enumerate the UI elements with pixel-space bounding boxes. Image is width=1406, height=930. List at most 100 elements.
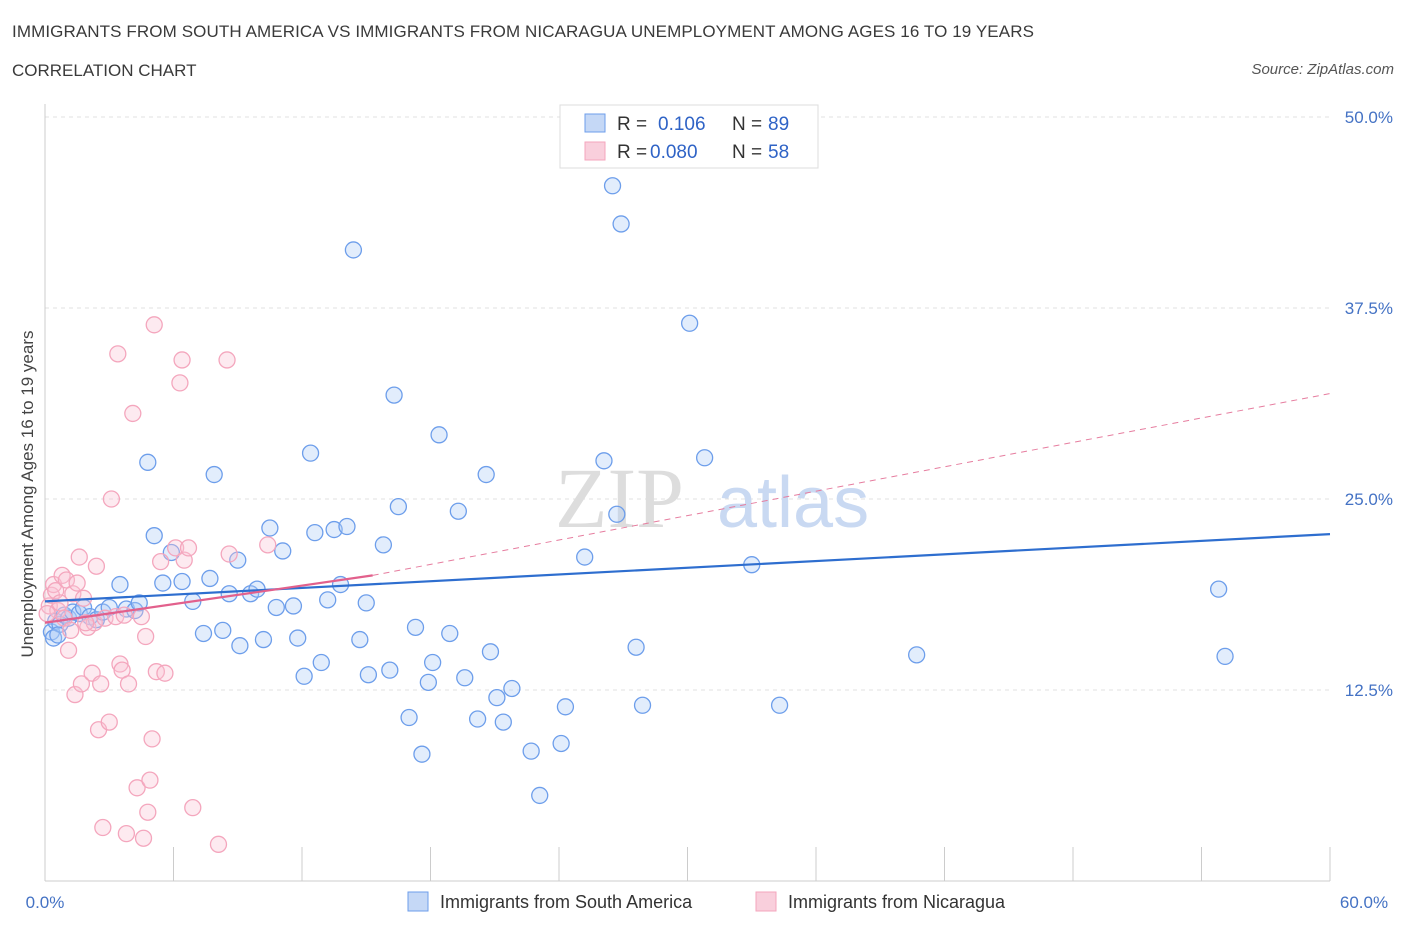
legend-r-value-2: 0.080	[650, 142, 698, 163]
bottom-legend-swatch-south-america	[407, 891, 429, 912]
x-tick-label-min: 0.0%	[26, 893, 65, 912]
point-south-america	[173, 572, 191, 591]
point-south-america	[608, 505, 626, 523]
point-nicaragua	[102, 490, 121, 508]
point-south-america	[344, 241, 363, 259]
point-south-america	[423, 653, 442, 672]
point-south-america	[576, 548, 594, 566]
watermark: ZIP atlas	[555, 450, 869, 546]
y-axis-tick-labels: 12.5% 25.0% 37.5% 50.0%	[1345, 108, 1393, 700]
point-south-america	[695, 449, 714, 467]
bottom-legend-swatch-nicaragua	[755, 891, 777, 912]
point-nicaragua	[220, 545, 238, 563]
point-south-america	[522, 742, 540, 760]
point-south-america	[406, 618, 425, 637]
point-nicaragua	[134, 829, 153, 847]
point-south-america	[201, 569, 219, 588]
point-south-america	[400, 708, 418, 727]
point-south-america	[1209, 580, 1228, 598]
point-south-america	[488, 688, 506, 707]
chart-subtitle: CORRELATION CHART	[12, 61, 197, 80]
point-south-america	[389, 497, 408, 516]
point-nicaragua	[100, 713, 118, 731]
point-south-america	[556, 698, 575, 716]
point-south-america	[494, 713, 512, 731]
point-south-america	[289, 629, 307, 647]
point-south-america	[595, 452, 613, 470]
bottom-legend-label-south-america: Immigrants from South America	[440, 892, 693, 912]
axes	[44, 104, 1330, 882]
point-south-america	[441, 624, 459, 643]
point-south-america	[338, 517, 356, 536]
point-south-america	[267, 598, 285, 617]
point-nicaragua	[139, 803, 157, 821]
point-south-america	[284, 597, 303, 615]
point-south-america	[419, 673, 438, 692]
point-nicaragua	[59, 641, 78, 659]
point-south-america	[130, 594, 148, 612]
point-south-america	[503, 679, 521, 698]
point-nicaragua	[72, 675, 91, 693]
point-south-america	[139, 453, 157, 471]
point-south-america	[319, 591, 337, 609]
legend: R = 0.106 N = 89 R = 0.080 N = 58	[559, 104, 819, 169]
point-nicaragua	[173, 351, 191, 369]
point-nicaragua	[209, 835, 228, 853]
point-nicaragua	[147, 663, 166, 681]
point-nicaragua	[151, 552, 170, 571]
point-south-america	[254, 630, 273, 649]
grid-lines	[45, 116, 1330, 691]
point-south-america	[100, 598, 118, 617]
point-south-america	[1216, 647, 1234, 666]
point-south-america	[214, 621, 232, 640]
point-south-america	[49, 626, 67, 644]
point-nicaragua	[145, 316, 163, 334]
point-south-america	[627, 638, 645, 656]
point-nicaragua	[66, 685, 84, 704]
point-south-america	[603, 177, 622, 195]
point-south-america	[381, 661, 399, 679]
point-nicaragua	[70, 548, 88, 566]
x-tick-label-max: 60.0%	[1340, 893, 1388, 912]
data-points	[38, 177, 1234, 853]
legend-r-label-2: R =	[617, 142, 647, 163]
point-nicaragua	[68, 574, 86, 592]
legend-swatch-south-america	[584, 113, 606, 133]
legend-r-label-1: R =	[617, 114, 647, 135]
point-south-america	[111, 575, 129, 594]
point-south-america	[552, 734, 570, 753]
point-south-america	[430, 426, 448, 444]
point-nicaragua	[94, 818, 112, 837]
trend-line-nicaragua-extension	[372, 393, 1331, 576]
point-south-america	[64, 603, 82, 621]
point-nicaragua	[124, 404, 142, 423]
point-south-america	[351, 630, 369, 649]
point-nicaragua	[143, 730, 161, 748]
point-south-america	[229, 551, 247, 569]
point-nicaragua	[137, 627, 155, 646]
point-south-america	[449, 502, 467, 520]
point-nicaragua	[179, 539, 198, 557]
point-south-america	[312, 653, 330, 672]
point-nicaragua	[128, 779, 146, 797]
chart-title: IMMIGRANTS FROM SOUTH AMERICA VS IMMIGRA…	[12, 22, 1035, 41]
point-south-america	[680, 314, 699, 332]
legend-swatch-nicaragua	[584, 141, 606, 161]
point-nicaragua	[184, 799, 202, 817]
point-south-america	[205, 465, 223, 484]
point-south-america	[301, 444, 320, 462]
point-nicaragua	[171, 374, 189, 392]
point-south-america	[220, 585, 238, 603]
point-south-america	[468, 710, 487, 728]
legend-n-value-1: 89	[768, 114, 789, 135]
y-tick-label: 37.5%	[1345, 299, 1393, 318]
point-south-america	[231, 637, 249, 655]
trend-line-nicaragua	[44, 574, 373, 624]
point-nicaragua	[259, 536, 277, 554]
point-nicaragua	[156, 664, 174, 682]
point-south-america	[145, 527, 163, 545]
point-south-america	[325, 520, 343, 539]
point-south-america	[357, 594, 375, 612]
point-nicaragua	[64, 585, 82, 603]
